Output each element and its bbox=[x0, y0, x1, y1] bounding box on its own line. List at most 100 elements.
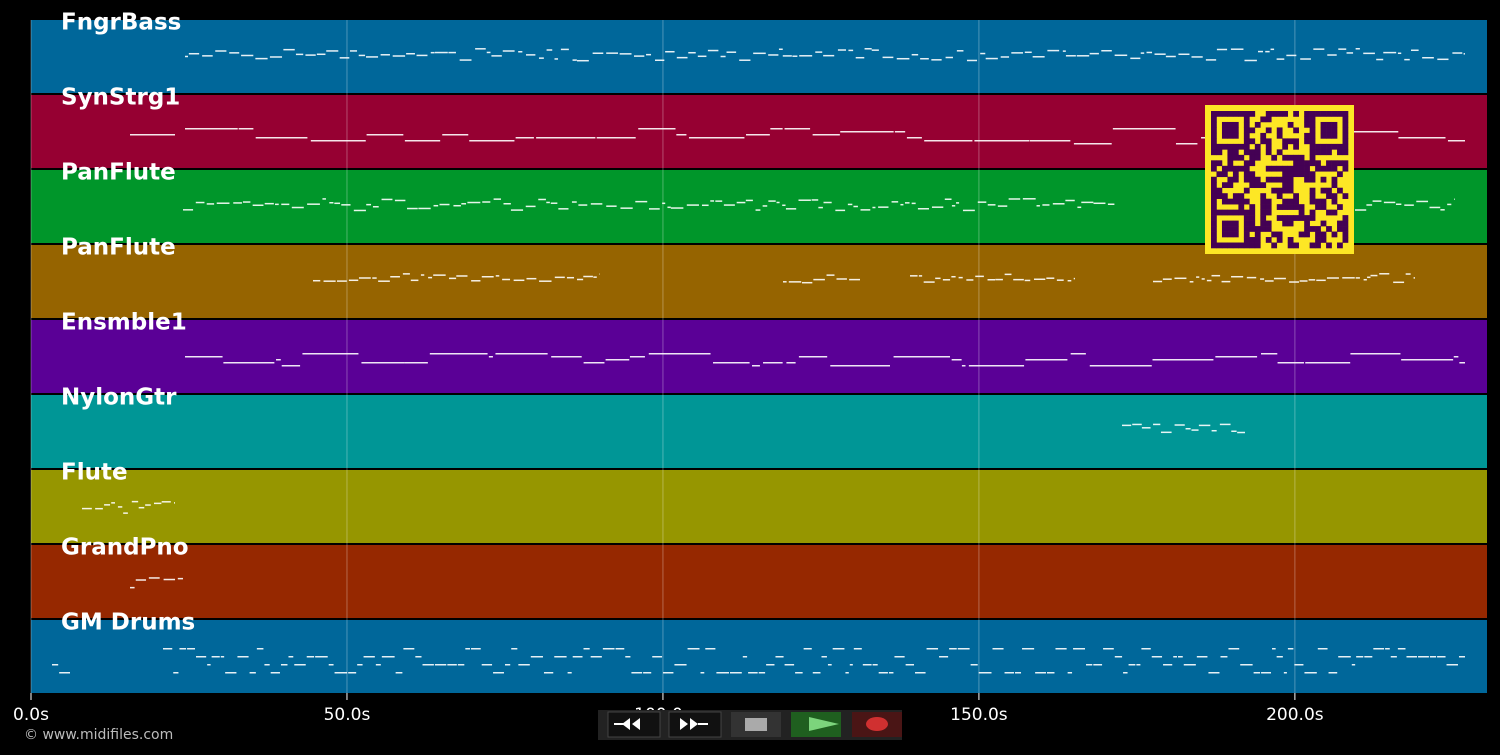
note bbox=[633, 55, 645, 57]
qr-module bbox=[1331, 132, 1338, 139]
note bbox=[583, 648, 590, 650]
note bbox=[592, 52, 604, 54]
note bbox=[862, 664, 872, 666]
note bbox=[1240, 664, 1253, 666]
note bbox=[475, 48, 486, 50]
qr-module bbox=[1227, 154, 1234, 161]
note bbox=[687, 648, 700, 650]
note bbox=[1316, 279, 1326, 282]
forward-button[interactable] bbox=[668, 711, 722, 738]
qr-module bbox=[1265, 204, 1272, 210]
note bbox=[583, 362, 605, 364]
note bbox=[1032, 56, 1045, 58]
note bbox=[878, 672, 888, 674]
qr-module bbox=[1238, 204, 1245, 210]
note bbox=[255, 137, 308, 139]
note bbox=[1065, 55, 1076, 57]
note bbox=[635, 200, 648, 203]
note bbox=[1287, 648, 1294, 650]
note bbox=[596, 137, 636, 139]
qr-module bbox=[1304, 215, 1310, 221]
qr-module bbox=[1282, 182, 1289, 189]
note bbox=[1300, 58, 1311, 60]
note bbox=[945, 56, 953, 59]
qr-module bbox=[1221, 165, 1228, 172]
qr-module bbox=[1342, 121, 1349, 128]
qr-module bbox=[1304, 111, 1310, 117]
qr-module bbox=[1342, 116, 1349, 123]
track-lane bbox=[31, 395, 1487, 468]
qr-module bbox=[1211, 193, 1217, 199]
qr-module bbox=[1309, 127, 1316, 134]
note bbox=[1327, 54, 1337, 56]
note bbox=[449, 277, 457, 280]
qr-module bbox=[1260, 132, 1267, 139]
note bbox=[241, 54, 254, 57]
qr-module bbox=[1221, 127, 1228, 134]
qr-module bbox=[1227, 149, 1234, 156]
qr-module bbox=[1287, 138, 1294, 145]
note bbox=[536, 137, 596, 139]
note bbox=[1253, 672, 1261, 674]
note bbox=[576, 278, 584, 281]
qr-module bbox=[1304, 160, 1310, 167]
note bbox=[1206, 279, 1212, 282]
note bbox=[1103, 648, 1114, 650]
qr-module bbox=[1238, 154, 1245, 161]
note bbox=[1440, 209, 1445, 211]
note bbox=[1299, 280, 1308, 282]
note bbox=[526, 54, 536, 56]
rewind-button[interactable] bbox=[607, 711, 661, 738]
note bbox=[798, 199, 811, 201]
record-button[interactable] bbox=[852, 712, 902, 737]
qr-module bbox=[1326, 165, 1332, 172]
note bbox=[1160, 431, 1172, 434]
note bbox=[957, 648, 970, 650]
qr-module bbox=[1276, 187, 1283, 194]
note bbox=[543, 672, 554, 674]
note bbox=[1338, 48, 1347, 50]
qr-module bbox=[1342, 160, 1349, 167]
note bbox=[326, 50, 339, 52]
tick-label: 200.0s bbox=[1266, 705, 1324, 725]
qr-module bbox=[1232, 165, 1239, 172]
qr-module bbox=[1298, 209, 1305, 216]
note bbox=[911, 202, 916, 205]
qr-module bbox=[1320, 231, 1327, 238]
qr-module bbox=[1249, 237, 1256, 243]
qr-module bbox=[1227, 160, 1234, 167]
qr-module bbox=[1238, 198, 1245, 205]
note bbox=[1231, 275, 1244, 278]
qr-module bbox=[1331, 127, 1338, 134]
note bbox=[1076, 55, 1090, 57]
note bbox=[375, 664, 381, 666]
qr-module bbox=[1282, 171, 1289, 178]
qr-module bbox=[1243, 160, 1250, 167]
qr-module bbox=[1304, 171, 1310, 178]
qr-module bbox=[1238, 209, 1245, 216]
qr-module bbox=[1243, 111, 1250, 117]
qr-module bbox=[1243, 176, 1250, 183]
note bbox=[746, 134, 770, 136]
note bbox=[1189, 281, 1194, 283]
qr-module bbox=[1337, 226, 1343, 232]
copyright: © www.midifiles.com bbox=[24, 727, 173, 743]
qr-module bbox=[1276, 132, 1283, 139]
play-button[interactable] bbox=[791, 712, 841, 737]
note bbox=[1283, 672, 1287, 674]
note bbox=[179, 648, 187, 650]
qr-module bbox=[1211, 226, 1217, 232]
qr-module bbox=[1249, 242, 1256, 249]
note bbox=[1070, 353, 1086, 355]
note bbox=[894, 656, 905, 658]
note bbox=[900, 203, 904, 206]
stop-button[interactable] bbox=[731, 712, 781, 737]
note bbox=[1406, 656, 1418, 658]
note bbox=[593, 276, 597, 278]
qr-module bbox=[1238, 242, 1245, 249]
note bbox=[905, 664, 915, 666]
qr-module bbox=[1276, 165, 1283, 172]
note bbox=[1114, 656, 1123, 658]
note bbox=[951, 275, 956, 278]
note bbox=[1052, 203, 1065, 205]
